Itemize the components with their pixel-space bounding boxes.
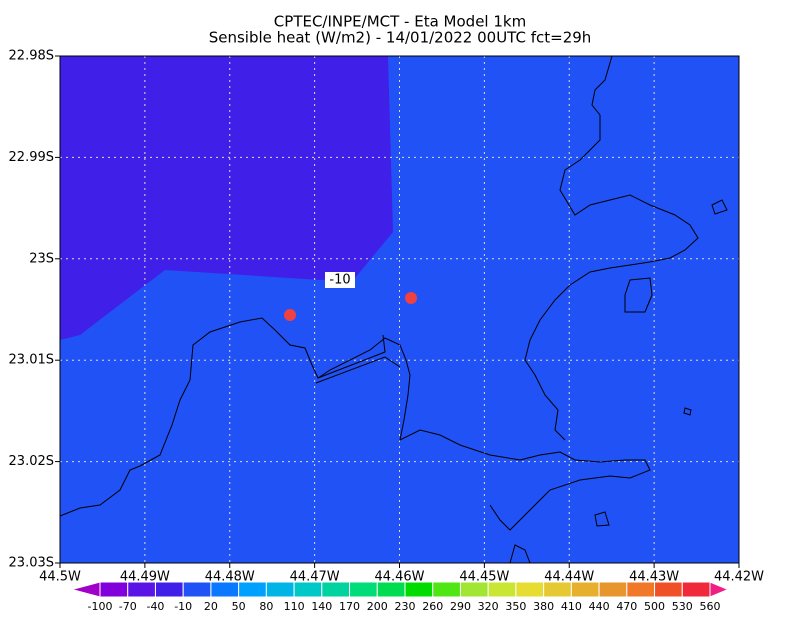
coast-path	[509, 199, 728, 564]
colorbar-label: -70	[119, 600, 137, 613]
colorbar-label: 320	[478, 600, 499, 613]
x-tick-label: 44.45W	[459, 570, 509, 585]
colorbar-label: 530	[672, 600, 693, 613]
title: CPTEC/INPE/MCT - Eta Model 1km	[274, 13, 526, 31]
colorbar-end	[709, 581, 730, 598]
colorbar-box	[432, 581, 461, 598]
x-tick-label: 44.47W	[290, 570, 340, 585]
colorbar-label: 410	[561, 600, 582, 613]
site-marker	[405, 292, 417, 304]
colorbar-label: 20	[204, 600, 218, 613]
colorbar-box	[681, 581, 711, 598]
colorbar-label: -100	[88, 600, 113, 613]
coast-path	[524, 55, 699, 441]
colorbar-label: 80	[259, 600, 273, 613]
colorbar-label: -10	[174, 600, 192, 613]
colorbar-label: 500	[644, 600, 665, 613]
colorbar-label: 140	[311, 600, 332, 613]
colorbar-label: 110	[284, 600, 305, 613]
colorbar-label: 230	[395, 600, 416, 613]
coast-path	[59, 317, 651, 531]
colorbar-label: 260	[422, 600, 443, 613]
colorbar-label: 200	[367, 600, 388, 613]
colorbar-label: 290	[450, 600, 471, 613]
y-tick-label: 23.03S	[9, 556, 54, 571]
colorbar-label: 380	[533, 600, 554, 613]
y-tick-label: 23S	[29, 251, 54, 266]
field-region	[60, 56, 393, 340]
y-tick-label: 22.99S	[9, 150, 54, 165]
colorbar-label: 170	[339, 600, 360, 613]
colorbar-box	[515, 581, 545, 598]
x-tick-label: 44.43W	[629, 570, 679, 585]
x-tick-label: 44.42W	[714, 570, 764, 585]
x-tick-label: 44.5W	[39, 570, 81, 585]
colorbar: -100 -70 -40 -10 20 50 80 110 140 170 200 230 260 290…	[70, 581, 730, 613]
colorbar-label: -40	[146, 600, 164, 613]
coastline	[59, 55, 728, 564]
y-tick-label: 22.98S	[9, 49, 54, 64]
contour-label-box	[325, 272, 355, 288]
y-tick-label: 23.02S	[9, 454, 54, 469]
colorbar-label: 560	[700, 600, 721, 613]
site-marker	[284, 309, 296, 321]
x-tick-label: 44.44W	[544, 570, 594, 585]
y-tick-label: 23.01S	[9, 353, 54, 368]
x-tick-label: 44.49W	[120, 570, 170, 585]
colorbar-label: 470	[616, 600, 637, 613]
colorbar-box	[598, 581, 628, 598]
colorbar-label: 350	[505, 600, 526, 613]
x-tick-label: 44.46W	[374, 570, 424, 585]
contour-label: -10	[329, 273, 350, 288]
colorbar-label: 50	[232, 600, 246, 613]
colorbar-label: 440	[589, 600, 610, 613]
x-tick-label: 44.48W	[205, 570, 255, 585]
colorbar-box	[349, 581, 378, 598]
coast-path	[315, 334, 401, 384]
subtitle: Sensible heat (W/m2) - 14/01/2022 00UTC …	[209, 29, 592, 47]
